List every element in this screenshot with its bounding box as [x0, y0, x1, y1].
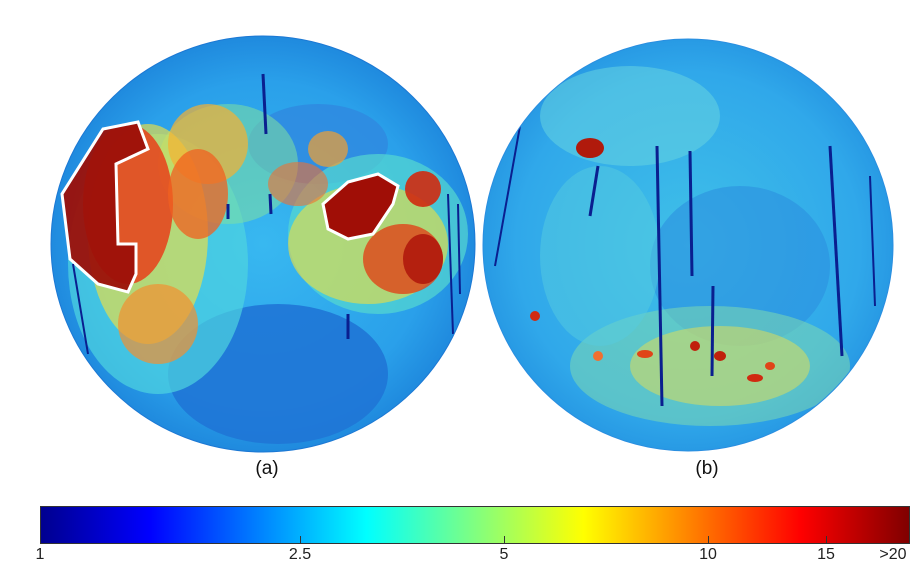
- colorbar-tick-5: 5: [499, 546, 509, 563]
- panel-label-a: (a): [255, 458, 279, 479]
- tick-mark-4: [826, 536, 827, 544]
- colorbar-tick-10: 10: [699, 546, 717, 563]
- colorbar-tick-2.5: 2.5: [288, 546, 312, 563]
- colorbar-tick-max: >20: [879, 546, 907, 563]
- colorbar-tick-1: 1: [35, 546, 45, 563]
- panel-label-b: (b): [695, 458, 719, 479]
- globe-a-map: [50, 35, 476, 453]
- globe-a: [48, 34, 478, 454]
- tick-mark-2: [504, 536, 505, 544]
- colorbar: [40, 506, 910, 544]
- colorbar-tick-15: 15: [817, 546, 835, 563]
- tick-mark-1: [300, 536, 301, 544]
- tick-mark-3: [708, 536, 709, 544]
- globe-b-map: [482, 38, 894, 452]
- globe-b: [480, 36, 896, 454]
